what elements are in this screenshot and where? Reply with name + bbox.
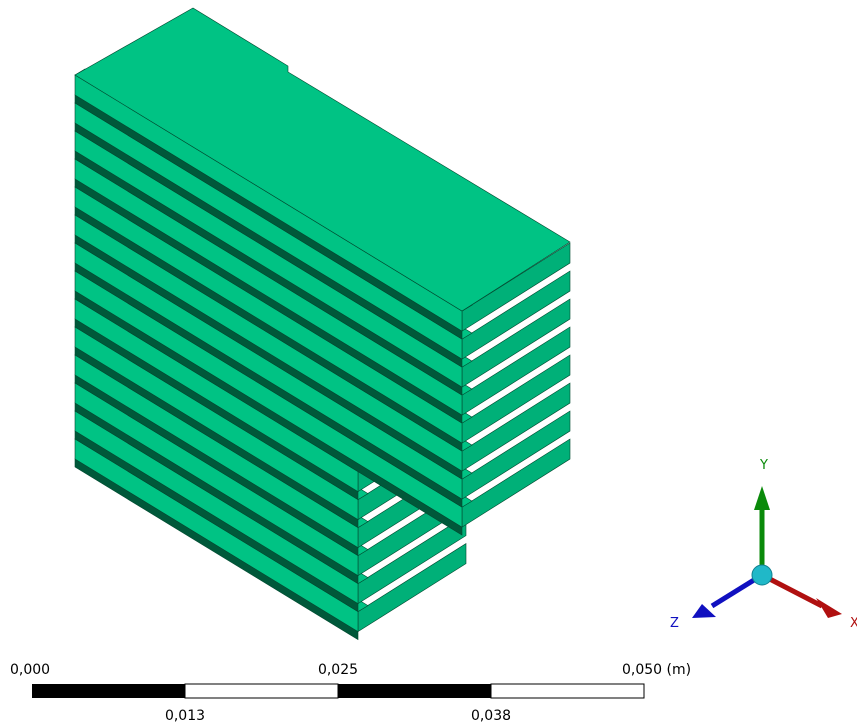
scale-label: 0,050 (m) (622, 662, 691, 678)
triad: Y Z X (670, 458, 857, 631)
page: Y Z X 0,000 0,025 0,050 (m) 0,013 0,038 … (0, 0, 857, 725)
scale-segment (185, 684, 338, 698)
triad-origin (752, 565, 772, 585)
scale-segment (32, 684, 185, 698)
x-arrow (816, 598, 842, 618)
viewport: Y Z X 0,000 0,025 0,050 (m) 0,013 0,038 (0, 0, 857, 725)
scale-label: 0,013 (165, 708, 205, 724)
scale-segment (338, 684, 491, 698)
y-arrow (754, 486, 770, 510)
scale-label: 0,025 (318, 662, 358, 678)
model (75, 8, 570, 640)
y-label: Y (759, 458, 768, 473)
z-label: Z (670, 616, 679, 631)
x-label: X (850, 616, 857, 631)
scale-label: 0,038 (471, 708, 511, 724)
scale-label: 0,000 (10, 662, 50, 678)
scale-bar: 0,000 0,025 0,050 (m) 0,013 0,038 (10, 662, 691, 724)
scale-segment (491, 684, 644, 698)
